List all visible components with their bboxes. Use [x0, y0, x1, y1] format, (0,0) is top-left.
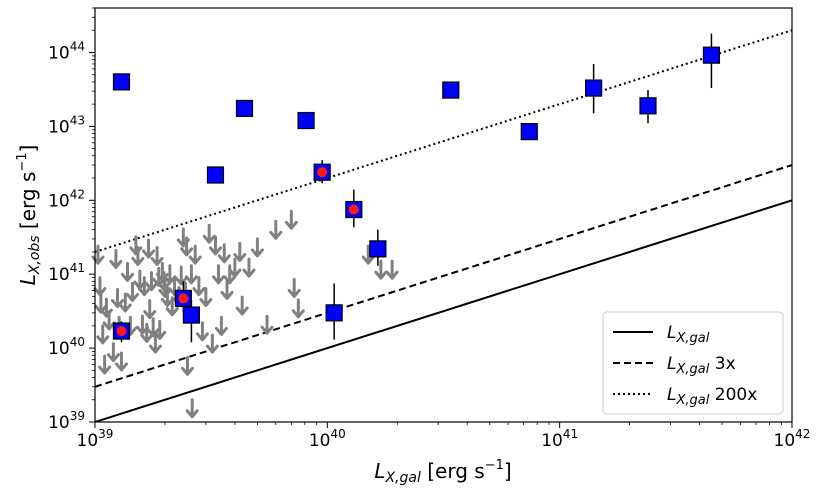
x-tick-label: 1042: [774, 427, 811, 451]
detection-marker: [206, 166, 225, 184]
upper-limit-arrow: [93, 276, 107, 297]
legend-label: LX,gal: [667, 323, 710, 346]
upper-limit-arrow: [165, 296, 179, 317]
detection-marker: [702, 46, 721, 64]
upper-limit-arrow: [374, 259, 388, 280]
detection-marker: [325, 304, 343, 322]
y-tick-label: 1039: [48, 409, 85, 433]
detection-marker: [585, 79, 603, 97]
detection-marker: [442, 81, 460, 99]
upper-limit-arrow: [143, 299, 157, 320]
upper-limit-arrow: [361, 244, 375, 265]
x-tick-label: 1040: [309, 427, 346, 451]
upper-limit-arrow: [150, 245, 164, 266]
legend: LX,gal LX,gal 3x LX,gal 200x: [602, 311, 784, 415]
upper-limit-arrow: [211, 264, 225, 285]
y-tick-label: 1040: [48, 335, 85, 359]
upper-limit-arrow: [202, 223, 216, 244]
upper-limit-arrow: [153, 319, 167, 340]
upper-limit-arrow: [220, 279, 234, 300]
upper-limit-arrow: [142, 238, 156, 259]
upper-limit-arrow: [208, 235, 222, 256]
detection-marker: [112, 73, 131, 91]
upper-limit-arrow: [214, 315, 228, 336]
y-tick-label: 1042: [48, 187, 85, 211]
red-dot-marker: [178, 293, 189, 304]
upper-limit-arrow: [250, 237, 264, 258]
upper-limit-arrow: [233, 242, 247, 263]
upper-limit-arrow: [118, 292, 132, 313]
upper-limit-arrow: [269, 219, 283, 240]
upper-limit-arrow: [242, 257, 256, 278]
upper-limit-arrow: [180, 355, 194, 376]
detection-marker: [235, 99, 254, 118]
upper-limit-arrow: [188, 244, 202, 265]
detection-marker: [520, 123, 538, 141]
upper-limit-arrow: [129, 235, 143, 256]
upper-limit-arrow: [223, 264, 237, 285]
detections-series: [112, 33, 721, 343]
axis-ticks: 1039 1040 1041 1042 1039 1040 1041 1042 1043 1044: [48, 7, 811, 451]
y-tick-label: 1043: [48, 113, 85, 137]
y-tick-label: 1041: [48, 261, 85, 285]
detection-marker: [297, 111, 315, 130]
upper-limit-arrow: [184, 264, 198, 285]
upper-limit-arrow: [148, 333, 162, 354]
upper-limit-arrow: [192, 276, 206, 297]
x-tick-label: 1041: [541, 427, 578, 451]
upper-limit-arrow: [120, 261, 134, 282]
legend-label: LX,gal 200x: [667, 385, 757, 408]
upper-limit-arrow: [217, 243, 231, 264]
upper-limit-arrow: [195, 321, 209, 342]
upper-limit-arrow: [125, 281, 139, 302]
upper-limit-arrow: [185, 398, 199, 419]
upper-limit-arrow: [199, 287, 213, 308]
legend-label: LX,gal 3x: [667, 354, 736, 377]
detection-marker: [639, 97, 657, 115]
upper-limit-arrow: [131, 245, 145, 266]
upper-limit-arrow: [228, 257, 242, 278]
upper-limit-arrow: [205, 333, 219, 354]
plot-frame: [94, 7, 793, 423]
upper-limit-arrow: [109, 248, 123, 269]
upper-limit-arrow: [385, 259, 399, 280]
x-axis-label: LX,gal [erg s−1]: [374, 458, 511, 486]
red-dot-marker: [317, 167, 328, 178]
upper-limit-arrow: [284, 209, 298, 230]
upper-limit-arrow: [260, 314, 274, 335]
upper-limit-arrow: [235, 295, 249, 316]
upper-limit-arrow: [146, 317, 160, 338]
upper-limit-arrow: [144, 271, 158, 292]
upper-limit-arrow: [137, 276, 151, 297]
detection-marker: [182, 306, 201, 324]
upper-limit-arrow: [111, 288, 125, 309]
upper-limit-arrow: [287, 277, 301, 298]
upper-limit-arrow: [291, 298, 305, 319]
reference-line-dotted: [95, 29, 792, 253]
upper-limits-series: [91, 209, 399, 419]
x-tick-label: 1039: [77, 427, 114, 451]
upper-limit-arrow: [140, 322, 154, 343]
detection-marker: [369, 240, 387, 258]
upper-limit-arrow: [180, 236, 194, 257]
y-tick-label: 1044: [48, 39, 85, 63]
upper-limit-arrow: [102, 310, 116, 331]
red-dot-marker: [348, 204, 359, 215]
y-axis-label: LX,obs [erg s−1]: [15, 145, 43, 286]
reference-line-solid: [95, 199, 792, 422]
upper-limit-arrow: [98, 354, 112, 375]
red-dot-marker: [116, 326, 127, 337]
upper-limit-arrow: [96, 324, 110, 345]
upper-limit-arrow: [114, 351, 128, 372]
legend-box: [602, 311, 784, 415]
upper-limit-arrow: [106, 342, 120, 363]
upper-limit-arrow: [174, 265, 188, 286]
